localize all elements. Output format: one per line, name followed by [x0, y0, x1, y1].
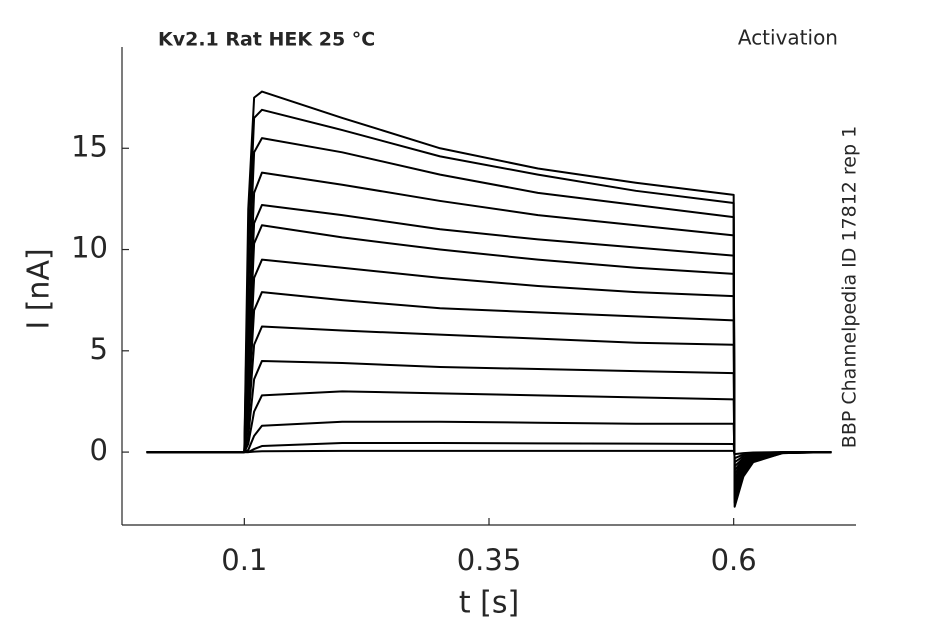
- y-tick-label: 0: [90, 433, 108, 467]
- chart-title: Kv2.1 Rat HEK 25 °C: [158, 29, 375, 51]
- x-tick-label: 0.35: [457, 543, 522, 577]
- x-axis-label: t [s]: [459, 586, 519, 621]
- y-axis-label: I [nA]: [22, 248, 57, 329]
- x-tick-label: 0.1: [221, 543, 267, 577]
- annotation: BBP Channelpedia ID 17812 rep 1: [839, 126, 861, 448]
- annotation: Activation: [738, 26, 838, 50]
- y-tick-label: 10: [71, 231, 108, 265]
- trace: [146, 449, 832, 456]
- trace: [146, 258, 832, 484]
- x-tick-label: 0.6: [711, 543, 757, 577]
- y-tick-label: 5: [90, 332, 108, 366]
- y-tick-label: 15: [71, 129, 108, 163]
